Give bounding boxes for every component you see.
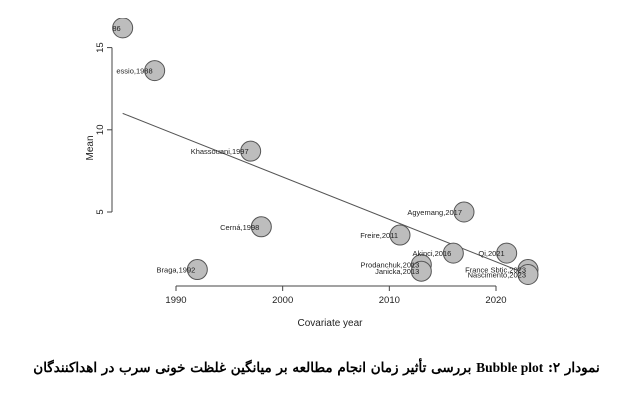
bubble-label: Agyemang,2017 bbox=[407, 208, 462, 217]
bubble-label: Nascimento,2023 bbox=[468, 270, 526, 279]
caption-text: بررسی تأثیر زمان انجام مطالعه بر میانگین… bbox=[33, 360, 472, 376]
point-labels-group: 86 essio,1988 Khassouani,1997 Cerná,1998 Bra… bbox=[112, 24, 526, 280]
bubble bbox=[496, 242, 518, 264]
bubble-plot: 1990 2000 2010 2020 5 10 15 86 essio,1988 Khasso… bbox=[85, 18, 539, 329]
bubble-label: essio,1988 bbox=[116, 67, 152, 76]
bubbles-group bbox=[112, 18, 539, 285]
bubble bbox=[410, 260, 432, 282]
bubble bbox=[517, 263, 539, 285]
caption-prefix: نمودار ۲: bbox=[547, 360, 600, 376]
bubble-label: Braga,1992 bbox=[157, 266, 196, 275]
regression-line bbox=[122, 112, 529, 275]
bubble-label: Janicka,2013 bbox=[375, 267, 419, 276]
caption-english: Bubble plot bbox=[476, 360, 544, 375]
y-tick-label: 5 bbox=[95, 209, 106, 214]
bubble bbox=[144, 60, 166, 82]
bubble bbox=[453, 201, 475, 223]
y-tick-label: 15 bbox=[95, 42, 106, 53]
bubble-label: Khassouani,1997 bbox=[191, 147, 249, 156]
bubble bbox=[442, 242, 464, 264]
regression-line-group bbox=[122, 112, 529, 275]
bubble bbox=[389, 224, 411, 246]
bubble bbox=[186, 259, 208, 281]
bubble-label: Freire,2011 bbox=[360, 231, 398, 240]
bubble-label: Qi,2021 bbox=[478, 249, 504, 258]
bubble-label: France Sbtic,2023 bbox=[465, 266, 526, 275]
y-tick-label: 10 bbox=[95, 125, 106, 136]
x-tick-label: 2020 bbox=[485, 295, 506, 306]
bubble bbox=[112, 18, 134, 39]
axes: 1990 2000 2010 2020 5 10 15 bbox=[95, 42, 507, 306]
bubble-label: 86 bbox=[112, 24, 120, 33]
x-axis-label: Covariate year bbox=[297, 318, 363, 329]
x-tick-label: 2010 bbox=[379, 295, 400, 306]
x-tick-label: 1990 bbox=[165, 295, 186, 306]
bubble-label: Prodanchuk,2013 bbox=[361, 261, 420, 270]
bubble-label: Akinci,2016 bbox=[413, 249, 452, 258]
figure-caption: نمودار ۲: Bubble plot بررسی تأثیر زمان ا… bbox=[0, 360, 633, 376]
y-axis-label: Mean bbox=[85, 135, 96, 160]
bubble-label: Cerná,1998 bbox=[220, 223, 259, 232]
bubble bbox=[240, 140, 262, 162]
bubble bbox=[250, 216, 272, 238]
x-tick-label: 2000 bbox=[272, 295, 293, 306]
